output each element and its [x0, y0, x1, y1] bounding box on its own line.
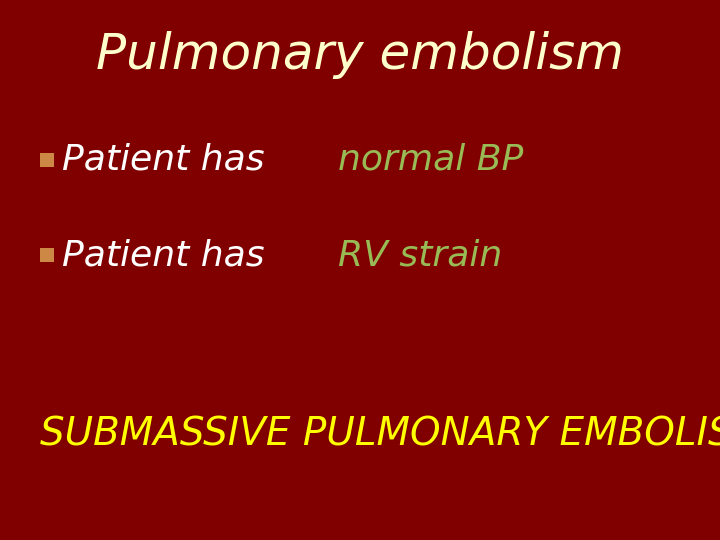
Text: Pulmonary embolism: Pulmonary embolism: [96, 31, 624, 79]
Text: Patient has: Patient has: [62, 238, 276, 272]
Bar: [40, 248, 54, 262]
Text: RV strain: RV strain: [338, 238, 503, 272]
Text: normal BP: normal BP: [338, 143, 523, 177]
Bar: [40, 153, 54, 167]
Text: SUBMASSIVE PULMONARY EMBOLISM: SUBMASSIVE PULMONARY EMBOLISM: [40, 416, 720, 454]
Text: Patient has: Patient has: [62, 143, 276, 177]
